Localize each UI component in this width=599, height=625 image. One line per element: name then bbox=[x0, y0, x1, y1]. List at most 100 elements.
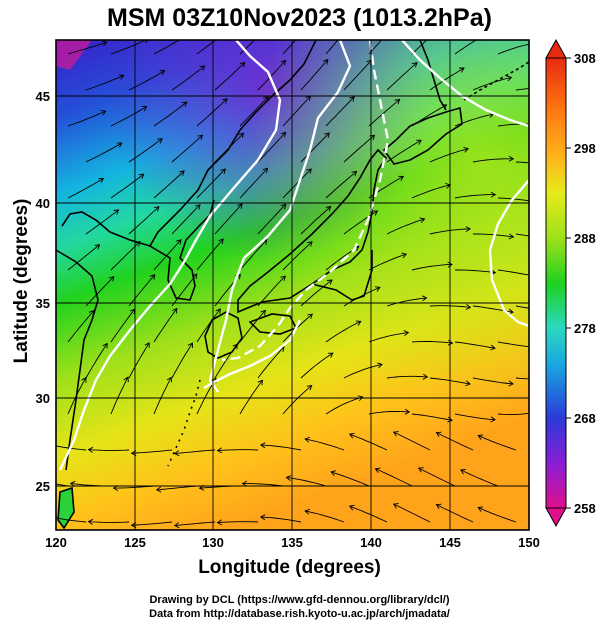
streamline-arrowhead bbox=[534, 410, 539, 415]
streamline bbox=[282, 385, 312, 415]
streamline-arrowhead bbox=[325, 205, 332, 212]
streamline-arrowhead bbox=[216, 519, 223, 526]
streamline bbox=[174, 449, 216, 455]
streamline bbox=[67, 178, 104, 199]
streamline bbox=[153, 377, 172, 415]
streamline bbox=[85, 209, 119, 235]
streamline-arrowhead bbox=[102, 342, 108, 349]
streamline bbox=[411, 413, 453, 421]
streamline bbox=[171, 134, 203, 163]
streamline-arrowhead bbox=[534, 345, 539, 350]
streamline bbox=[131, 521, 173, 526]
streamline-arrowhead bbox=[377, 362, 383, 369]
streamline bbox=[110, 106, 147, 127]
streamline-arrowhead bbox=[123, 376, 129, 383]
streamline-arrowhead bbox=[349, 96, 355, 102]
streamline-arrowhead bbox=[159, 70, 166, 76]
streamline-arrowhead bbox=[29, 476, 34, 481]
streamline bbox=[239, 96, 269, 127]
streamline-arrowhead bbox=[304, 508, 310, 515]
streamline-arrowhead bbox=[351, 170, 358, 177]
streamline-arrowhead bbox=[98, 177, 105, 184]
streamline-arrowhead bbox=[46, 442, 51, 447]
streamline-arrowhead bbox=[394, 98, 401, 105]
streamline-arrowhead bbox=[116, 142, 123, 148]
temperature-field bbox=[56, 40, 529, 530]
streamline bbox=[368, 332, 409, 343]
colorbar-tick-label: 298 bbox=[574, 141, 596, 156]
streamline bbox=[330, 471, 370, 487]
streamline-arrowhead bbox=[411, 62, 418, 68]
streamline-arrowhead bbox=[259, 442, 266, 449]
colorbar-tick-label: 278 bbox=[574, 321, 596, 336]
streamline bbox=[217, 521, 259, 524]
streamline-arrowhead bbox=[94, 244, 101, 250]
streamline-arrowhead bbox=[306, 168, 312, 175]
streamline bbox=[436, 504, 474, 523]
streamline bbox=[128, 206, 160, 235]
streamline-arrowhead bbox=[113, 209, 120, 215]
streamline-arrowhead bbox=[259, 514, 266, 521]
streamline-arrowhead bbox=[392, 503, 399, 509]
streamline-arrowhead bbox=[330, 470, 337, 476]
colorbar-tick-label: 288 bbox=[574, 231, 596, 246]
y-tick-label: 35 bbox=[36, 296, 50, 311]
streamline-arrowhead bbox=[285, 475, 292, 481]
streamline bbox=[478, 507, 517, 523]
streamline-arrowhead bbox=[463, 146, 470, 153]
streamline-arrowhead bbox=[187, 342, 193, 349]
streamline-arrowhead bbox=[534, 199, 539, 204]
streamline-arrowhead bbox=[184, 34, 189, 39]
streamline-arrowhead bbox=[46, 514, 51, 519]
streamline-arrowhead bbox=[374, 467, 381, 474]
streamline bbox=[239, 167, 268, 199]
lat-lon-grid bbox=[56, 40, 529, 530]
streamline bbox=[497, 269, 529, 276]
streamline bbox=[343, 363, 383, 379]
plot-frame bbox=[55, 39, 530, 531]
streamline-arrowhead bbox=[237, 203, 243, 209]
streamline-arrowhead bbox=[484, 32, 489, 37]
streamline-arrowhead bbox=[194, 204, 201, 210]
streamline-arrowhead bbox=[179, 170, 185, 176]
streamline bbox=[515, 305, 529, 309]
streamline-arrowhead bbox=[241, 480, 248, 487]
y-tick-label: 45 bbox=[36, 89, 50, 104]
streamline-arrowhead bbox=[260, 309, 266, 316]
streamline bbox=[286, 476, 327, 487]
x-axis-label: Longitude (degrees) bbox=[198, 557, 381, 578]
streamline bbox=[386, 62, 418, 91]
streamline-arrowhead bbox=[506, 75, 513, 82]
streamline-arrowhead bbox=[155, 486, 162, 493]
y-tick-label: 40 bbox=[36, 196, 50, 211]
y-axis: 25 30 35 40 45 bbox=[36, 89, 50, 494]
streamline-arrowhead bbox=[100, 110, 107, 116]
streamline-arrowhead bbox=[69, 480, 76, 487]
streamline-arrowhead bbox=[138, 173, 145, 179]
streamline-arrowhead bbox=[220, 168, 226, 175]
streamline-arrowhead bbox=[465, 226, 471, 232]
streamline bbox=[282, 40, 297, 55]
streamline-arrowhead bbox=[326, 279, 333, 285]
streamline bbox=[85, 276, 115, 307]
streamline-arrowhead bbox=[218, 238, 224, 245]
streamline bbox=[67, 310, 95, 343]
streamline bbox=[110, 173, 144, 199]
streamline bbox=[368, 40, 383, 55]
streamline bbox=[325, 171, 357, 199]
streamline bbox=[368, 99, 400, 127]
streamline bbox=[418, 467, 456, 487]
streamline-arrowhead bbox=[280, 131, 287, 138]
streamline bbox=[460, 469, 499, 487]
streamline-arrowhead bbox=[197, 134, 204, 141]
streamline-arrowhead bbox=[465, 380, 471, 387]
streamline-arrowhead bbox=[307, 313, 313, 319]
streamline bbox=[67, 41, 107, 55]
streamline-arrowhead bbox=[173, 450, 180, 457]
streamline bbox=[386, 218, 425, 235]
x-tick-label: 145 bbox=[439, 535, 461, 550]
colorbar-scale bbox=[545, 57, 567, 509]
y-tick-label: 25 bbox=[36, 479, 50, 494]
streamline-arrowhead bbox=[257, 379, 263, 386]
